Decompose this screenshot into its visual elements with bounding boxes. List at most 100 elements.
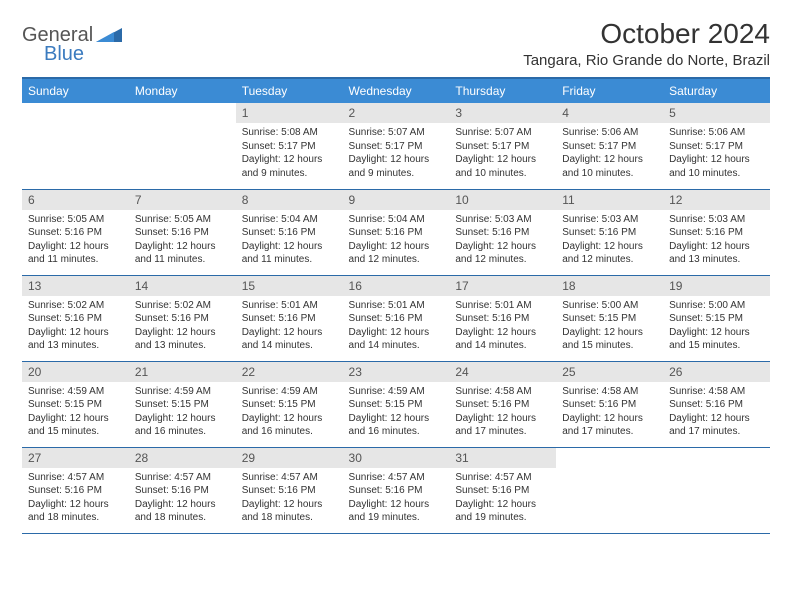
day-body: Sunrise: 4:57 AMSunset: 5:16 PMDaylight:… [22, 468, 129, 531]
sunrise-text: Sunrise: 4:58 AM [669, 385, 764, 399]
day-body: Sunrise: 5:07 AMSunset: 5:17 PMDaylight:… [449, 123, 556, 186]
calendar-day-cell [22, 103, 129, 189]
day-body: Sunrise: 5:05 AMSunset: 5:16 PMDaylight:… [22, 210, 129, 273]
sunset-text: Sunset: 5:16 PM [669, 226, 764, 240]
sunset-text: Sunset: 5:16 PM [242, 312, 337, 326]
day-number: 16 [343, 276, 450, 296]
calendar-day-cell: 31Sunrise: 4:57 AMSunset: 5:16 PMDayligh… [449, 447, 556, 533]
day-body: Sunrise: 5:04 AMSunset: 5:16 PMDaylight:… [343, 210, 450, 273]
day-number: 26 [663, 362, 770, 382]
day-number: 8 [236, 190, 343, 210]
daylight-text: Daylight: 12 hours and 9 minutes. [349, 153, 444, 180]
sunrise-text: Sunrise: 5:01 AM [455, 299, 550, 313]
day-body: Sunrise: 5:01 AMSunset: 5:16 PMDaylight:… [449, 296, 556, 359]
day-number: 29 [236, 448, 343, 468]
sunrise-text: Sunrise: 4:57 AM [455, 471, 550, 485]
sunset-text: Sunset: 5:16 PM [28, 312, 123, 326]
daylight-text: Daylight: 12 hours and 10 minutes. [669, 153, 764, 180]
day-number: 13 [22, 276, 129, 296]
day-number: 22 [236, 362, 343, 382]
calendar-day-cell: 2Sunrise: 5:07 AMSunset: 5:17 PMDaylight… [343, 103, 450, 189]
day-body: Sunrise: 4:57 AMSunset: 5:16 PMDaylight:… [449, 468, 556, 531]
calendar-day-cell: 21Sunrise: 4:59 AMSunset: 5:15 PMDayligh… [129, 361, 236, 447]
sunset-text: Sunset: 5:16 PM [135, 312, 230, 326]
sunrise-text: Sunrise: 5:01 AM [242, 299, 337, 313]
sunset-text: Sunset: 5:16 PM [135, 226, 230, 240]
sunset-text: Sunset: 5:16 PM [349, 312, 444, 326]
sunrise-text: Sunrise: 4:58 AM [455, 385, 550, 399]
day-body: Sunrise: 4:58 AMSunset: 5:16 PMDaylight:… [556, 382, 663, 445]
daylight-text: Daylight: 12 hours and 9 minutes. [242, 153, 337, 180]
sunrise-text: Sunrise: 4:59 AM [242, 385, 337, 399]
sunrise-text: Sunrise: 5:05 AM [28, 213, 123, 227]
day-number: 31 [449, 448, 556, 468]
weekday-header: Saturday [663, 78, 770, 103]
calendar-day-cell: 24Sunrise: 4:58 AMSunset: 5:16 PMDayligh… [449, 361, 556, 447]
daylight-text: Daylight: 12 hours and 12 minutes. [562, 240, 657, 267]
day-body: Sunrise: 5:05 AMSunset: 5:16 PMDaylight:… [129, 210, 236, 273]
sunrise-text: Sunrise: 5:05 AM [135, 213, 230, 227]
day-number: 10 [449, 190, 556, 210]
calendar-body: 1Sunrise: 5:08 AMSunset: 5:17 PMDaylight… [22, 103, 770, 533]
calendar-day-cell: 10Sunrise: 5:03 AMSunset: 5:16 PMDayligh… [449, 189, 556, 275]
day-body: Sunrise: 4:57 AMSunset: 5:16 PMDaylight:… [343, 468, 450, 531]
day-body: Sunrise: 4:59 AMSunset: 5:15 PMDaylight:… [343, 382, 450, 445]
sunset-text: Sunset: 5:15 PM [669, 312, 764, 326]
sunset-text: Sunset: 5:16 PM [562, 398, 657, 412]
day-body: Sunrise: 4:58 AMSunset: 5:16 PMDaylight:… [663, 382, 770, 445]
sunrise-text: Sunrise: 5:04 AM [242, 213, 337, 227]
daylight-text: Daylight: 12 hours and 13 minutes. [28, 326, 123, 353]
logo-triangle-icon [96, 24, 122, 47]
day-number: 11 [556, 190, 663, 210]
daylight-text: Daylight: 12 hours and 19 minutes. [455, 498, 550, 525]
day-body: Sunrise: 5:08 AMSunset: 5:17 PMDaylight:… [236, 123, 343, 186]
calendar-day-cell: 15Sunrise: 5:01 AMSunset: 5:16 PMDayligh… [236, 275, 343, 361]
calendar-day-cell: 28Sunrise: 4:57 AMSunset: 5:16 PMDayligh… [129, 447, 236, 533]
sunset-text: Sunset: 5:16 PM [242, 226, 337, 240]
weekday-header: Sunday [22, 78, 129, 103]
day-number: 18 [556, 276, 663, 296]
day-body: Sunrise: 5:01 AMSunset: 5:16 PMDaylight:… [343, 296, 450, 359]
calendar-day-cell: 16Sunrise: 5:01 AMSunset: 5:16 PMDayligh… [343, 275, 450, 361]
calendar-day-cell: 19Sunrise: 5:00 AMSunset: 5:15 PMDayligh… [663, 275, 770, 361]
sunrise-text: Sunrise: 5:00 AM [669, 299, 764, 313]
day-number [663, 448, 770, 454]
day-number: 5 [663, 103, 770, 123]
sunrise-text: Sunrise: 5:03 AM [562, 213, 657, 227]
day-number: 1 [236, 103, 343, 123]
sunrise-text: Sunrise: 5:03 AM [455, 213, 550, 227]
sunrise-text: Sunrise: 5:08 AM [242, 126, 337, 140]
day-number: 2 [343, 103, 450, 123]
sunset-text: Sunset: 5:16 PM [349, 484, 444, 498]
daylight-text: Daylight: 12 hours and 15 minutes. [669, 326, 764, 353]
calendar-day-cell: 29Sunrise: 4:57 AMSunset: 5:16 PMDayligh… [236, 447, 343, 533]
sunset-text: Sunset: 5:15 PM [349, 398, 444, 412]
day-body: Sunrise: 5:03 AMSunset: 5:16 PMDaylight:… [556, 210, 663, 273]
weekday-header: Wednesday [343, 78, 450, 103]
day-number: 20 [22, 362, 129, 382]
sunset-text: Sunset: 5:16 PM [242, 484, 337, 498]
day-number: 27 [22, 448, 129, 468]
day-number: 17 [449, 276, 556, 296]
sunset-text: Sunset: 5:16 PM [562, 226, 657, 240]
calendar-day-cell: 25Sunrise: 4:58 AMSunset: 5:16 PMDayligh… [556, 361, 663, 447]
day-body: Sunrise: 5:06 AMSunset: 5:17 PMDaylight:… [556, 123, 663, 186]
calendar-day-cell: 13Sunrise: 5:02 AMSunset: 5:16 PMDayligh… [22, 275, 129, 361]
calendar-day-cell [663, 447, 770, 533]
sunrise-text: Sunrise: 4:57 AM [28, 471, 123, 485]
sunset-text: Sunset: 5:17 PM [242, 140, 337, 154]
sunrise-text: Sunrise: 5:02 AM [135, 299, 230, 313]
calendar-week-row: 27Sunrise: 4:57 AMSunset: 5:16 PMDayligh… [22, 447, 770, 533]
day-body: Sunrise: 4:57 AMSunset: 5:16 PMDaylight:… [129, 468, 236, 531]
sunset-text: Sunset: 5:16 PM [455, 484, 550, 498]
daylight-text: Daylight: 12 hours and 13 minutes. [135, 326, 230, 353]
calendar-day-cell: 27Sunrise: 4:57 AMSunset: 5:16 PMDayligh… [22, 447, 129, 533]
calendar-day-cell: 7Sunrise: 5:05 AMSunset: 5:16 PMDaylight… [129, 189, 236, 275]
calendar-day-cell: 20Sunrise: 4:59 AMSunset: 5:15 PMDayligh… [22, 361, 129, 447]
calendar-day-cell: 1Sunrise: 5:08 AMSunset: 5:17 PMDaylight… [236, 103, 343, 189]
sunrise-text: Sunrise: 5:06 AM [669, 126, 764, 140]
sunset-text: Sunset: 5:15 PM [562, 312, 657, 326]
sunset-text: Sunset: 5:16 PM [455, 312, 550, 326]
day-body: Sunrise: 4:58 AMSunset: 5:16 PMDaylight:… [449, 382, 556, 445]
sunrise-text: Sunrise: 4:57 AM [349, 471, 444, 485]
